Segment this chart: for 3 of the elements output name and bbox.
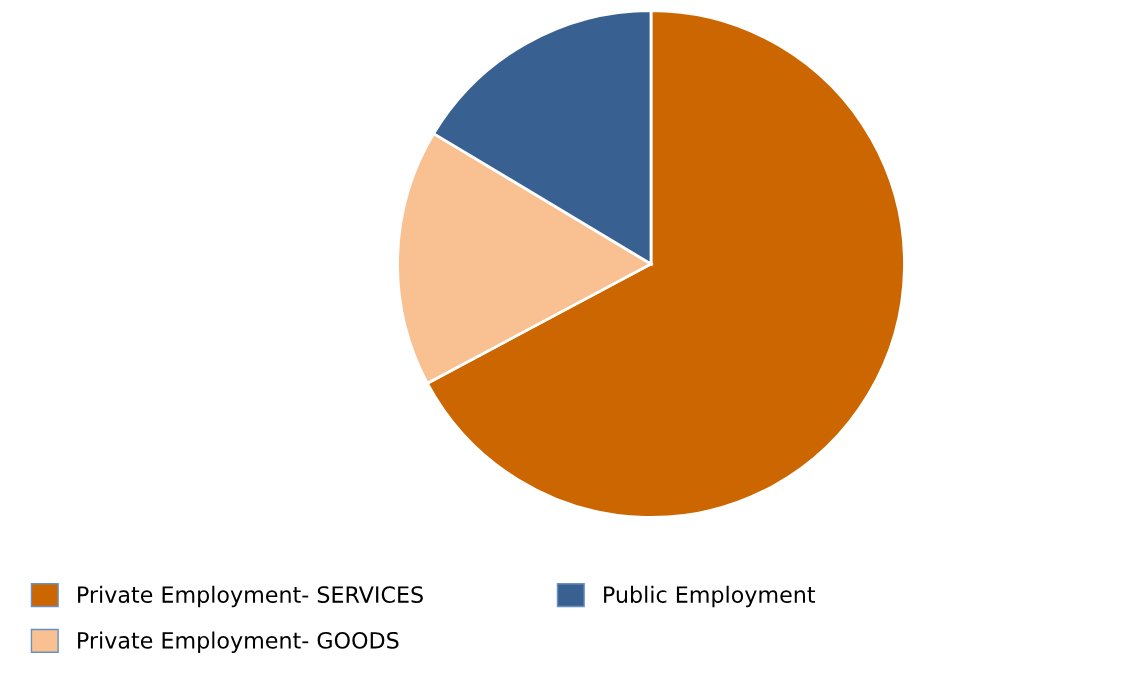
legend-label: Public Employment <box>604 585 816 608</box>
legend-label: Private Employment- SERVICES <box>78 585 423 608</box>
legend-label: Private Employment- GOODS <box>78 631 399 653</box>
